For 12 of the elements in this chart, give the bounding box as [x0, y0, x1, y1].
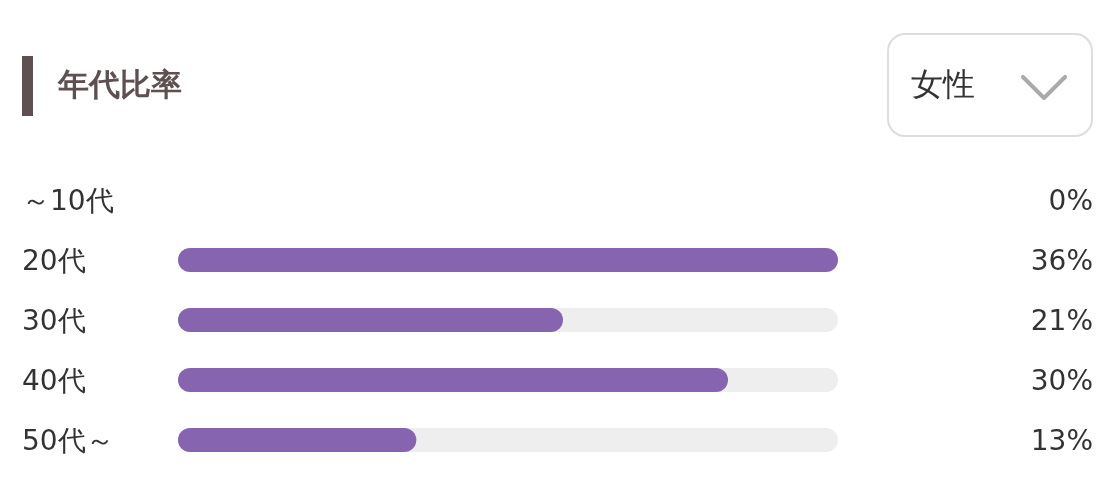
data-label: 36%: [1030, 244, 1093, 277]
data-label: 0%: [1048, 184, 1093, 217]
data-label: 30%: [1030, 364, 1093, 397]
y-tick-label: 40代: [22, 364, 86, 397]
y-tick-label: 50代～: [22, 424, 114, 457]
dropdown: 女性: [887, 33, 1093, 137]
data-label: 13%: [1030, 424, 1093, 457]
y-tick-label: 20代: [22, 244, 86, 277]
y-tick-label: ～10代: [22, 184, 114, 217]
chart-title: 年代比率: [58, 65, 182, 104]
data-label: 21%: [1030, 304, 1093, 337]
y-tick-label: 30代: [22, 304, 86, 337]
